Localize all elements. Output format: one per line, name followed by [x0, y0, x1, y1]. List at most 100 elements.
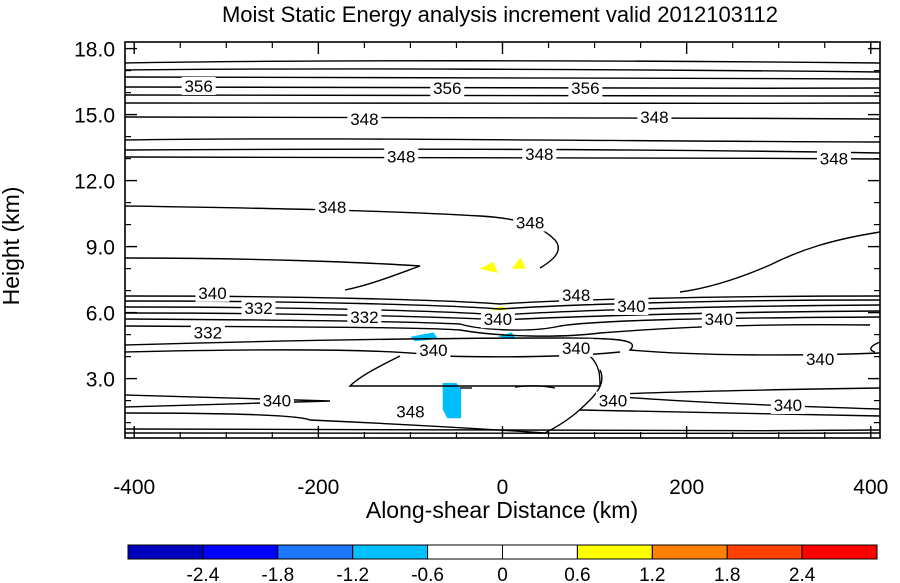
colorbar-box: [352, 544, 429, 560]
contour-label: 332: [244, 299, 272, 318]
contour-line: [125, 60, 880, 64]
shaded-region: [410, 332, 438, 342]
colorbar-box: [427, 544, 504, 560]
contour-label-bg: [190, 323, 225, 342]
colorbar-label: 1.8: [714, 565, 740, 583]
colorbar-label: -0.6: [411, 565, 444, 583]
contour-label-bg: [181, 77, 216, 95]
x-tick-label: 400: [853, 476, 888, 499]
contour-label: 356: [433, 79, 461, 98]
y-tick-label: 15.0: [74, 105, 115, 128]
contour-label-bg: [595, 391, 630, 410]
y-tick-label: 18.0: [74, 39, 115, 62]
contour-line: [125, 94, 880, 97]
contour-label-bg: [384, 147, 419, 166]
contour-line: [125, 148, 880, 154]
contour-label-bg: [347, 308, 382, 326]
y-tick-label: 6.0: [86, 303, 115, 326]
contour-label-bg: [568, 79, 603, 98]
contour-label: 356: [184, 77, 212, 96]
colorbar-box: [801, 544, 878, 560]
contour-label: 340: [263, 392, 291, 411]
colorbar-label: 1.2: [639, 565, 665, 583]
contour-label: 340: [484, 310, 512, 329]
contour-label: 332: [194, 323, 222, 342]
contour-line: [870, 341, 880, 353]
contour-label-bg: [559, 338, 594, 357]
contour-line: [348, 355, 601, 387]
colorbar-box: [502, 544, 578, 560]
contour-label-bg: [347, 110, 382, 128]
contour-label: 340: [806, 350, 834, 369]
colorbar-box: [726, 544, 803, 560]
y-axis-label: Height (km): [0, 187, 24, 306]
contour-label: 348: [562, 286, 590, 305]
contour-label-bg: [416, 341, 451, 359]
contour-label: 340: [599, 392, 627, 411]
contour-line: [125, 86, 880, 89]
colorbar-box: [127, 544, 204, 560]
contour-line: [125, 116, 880, 120]
y-tick-label: 12.0: [74, 171, 115, 194]
contour-label: 348: [640, 108, 668, 127]
y-tick-label: 3.0: [86, 369, 115, 392]
contour-label-bg: [315, 198, 350, 216]
contour-line: [125, 68, 880, 73]
colorbar-box: [277, 544, 354, 560]
y-tick-label: 9.0: [86, 237, 115, 260]
shaded-region: [442, 383, 462, 419]
contour-line: [679, 231, 880, 293]
contour-label-bg: [430, 79, 465, 98]
contour-label: 332: [350, 308, 378, 327]
contour-label-bg: [559, 286, 594, 304]
contour-label-bg: [480, 310, 515, 329]
colorbar-box: [651, 544, 728, 560]
contour-line: [125, 295, 880, 305]
colorbar-box: [576, 544, 653, 560]
contour-label: 340: [562, 339, 590, 358]
plot-frame: [124, 41, 881, 439]
contour-line: [579, 409, 880, 417]
contour-label: 348: [396, 403, 424, 422]
contour-line: [125, 349, 621, 358]
contour-label-bg: [803, 349, 838, 368]
colorbar-label: 0.6: [564, 565, 590, 583]
contour-line: [125, 369, 603, 434]
contour-line: [125, 337, 880, 356]
contour-label: 340: [705, 310, 733, 329]
contour-label-bg: [701, 310, 736, 329]
colorbar-label: -1.2: [336, 565, 369, 583]
colorbar-label: -1.8: [261, 565, 294, 583]
contour-label: 348: [516, 213, 544, 232]
contour-label-bg: [393, 402, 428, 421]
contour-line: [125, 316, 880, 331]
colorbar-box: [202, 544, 279, 560]
contour-label: 348: [525, 145, 553, 164]
contour-label: 340: [419, 341, 447, 360]
contour-label-bg: [770, 396, 805, 414]
contour-line: [125, 323, 871, 337]
contour-line: [125, 138, 880, 143]
contour-label: 348: [318, 198, 346, 217]
contour-line: [125, 299, 880, 310]
contour-label-bg: [816, 149, 851, 168]
contour-label-bg: [637, 107, 672, 126]
contour-line: [125, 76, 880, 80]
contour-label-bg: [513, 213, 548, 232]
colorbar-label: 0: [497, 565, 508, 583]
contour-label-bg: [259, 391, 294, 410]
contour-label: 340: [198, 284, 226, 303]
contour-line: [125, 394, 331, 408]
x-tick-label: 0: [497, 476, 509, 499]
colorbar-label: 2.4: [789, 565, 816, 583]
contour-line: [514, 385, 556, 389]
x-tick-label: 200: [669, 476, 704, 499]
contour-label: 348: [350, 110, 378, 129]
contour-label-bg: [522, 145, 557, 164]
colorbar-label: -2.4: [187, 565, 220, 583]
contour-label-bg: [195, 283, 230, 302]
contour-label: 340: [774, 396, 802, 415]
x-axis-label: Along-shear Distance (km): [366, 497, 638, 523]
contour-line: [125, 257, 421, 291]
